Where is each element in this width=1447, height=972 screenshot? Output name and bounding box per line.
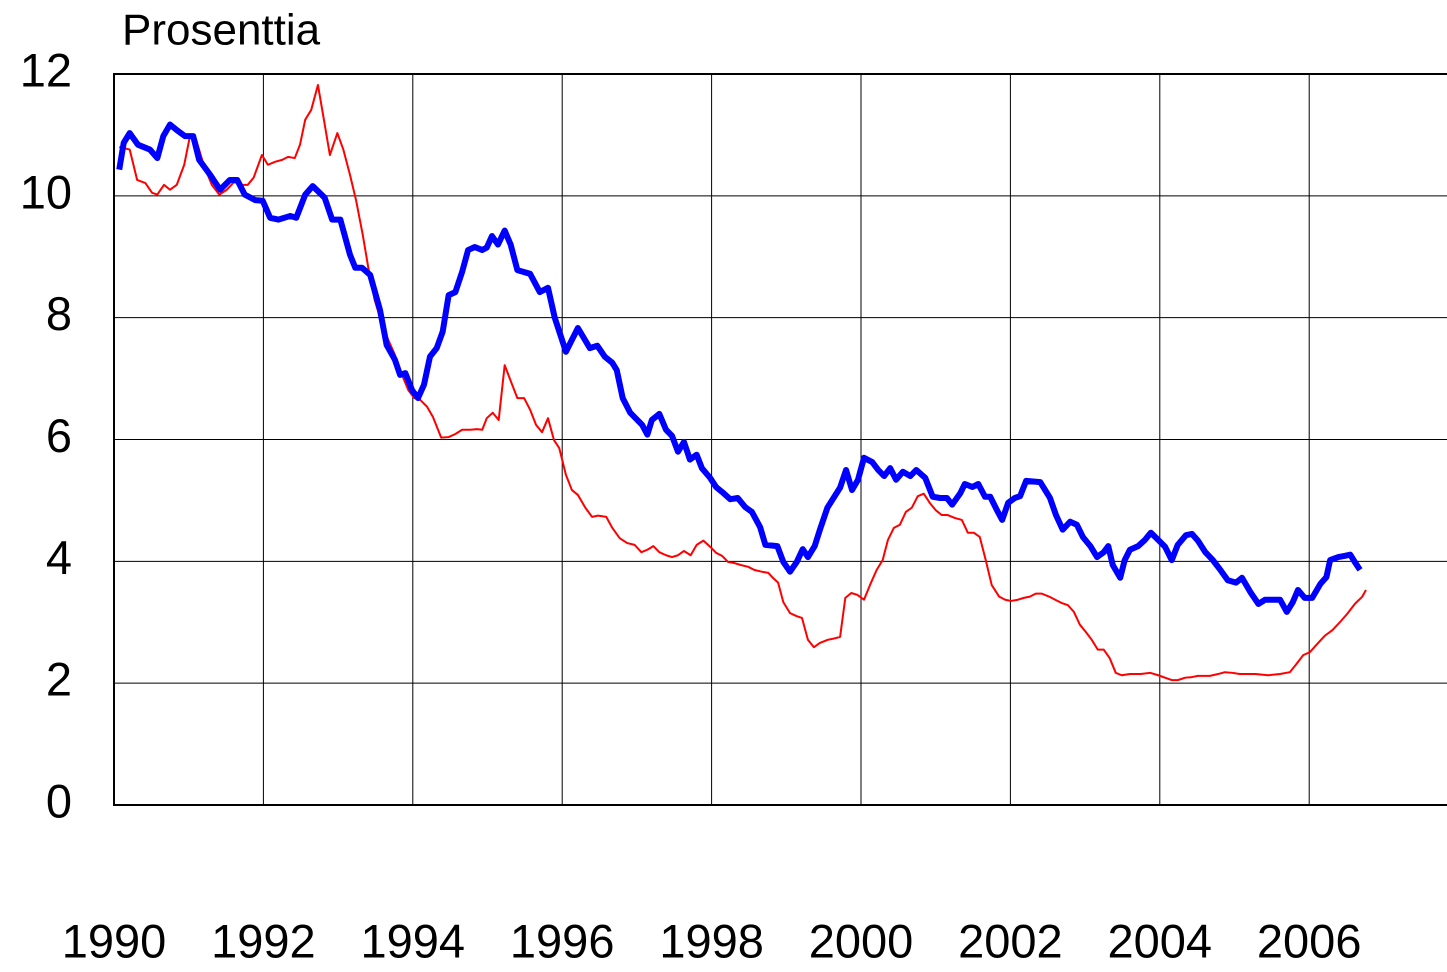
x-tick-label: 1998 [659, 914, 764, 967]
y-tick-label: 0 [46, 774, 72, 827]
x-tick-label: 1994 [361, 914, 466, 967]
y-tick-label: 10 [20, 165, 72, 218]
x-tick-label: 1992 [211, 914, 316, 967]
x-tick-label: 1996 [510, 914, 615, 967]
x-tick-label: 2002 [958, 914, 1063, 967]
y-tick-label: 6 [46, 409, 72, 462]
x-tick-label: 2004 [1108, 914, 1213, 967]
y-tick-label: 8 [46, 287, 72, 340]
x-tick-label: 1990 [62, 914, 167, 967]
line-series [119, 83, 1367, 682]
chart-title: Prosenttia [122, 6, 321, 55]
x-tick-label: 2000 [809, 914, 914, 967]
line-series [116, 121, 1363, 615]
y-tick-label: 4 [46, 531, 72, 584]
y-tick-label: 12 [20, 43, 72, 96]
x-tick-label: 2006 [1257, 914, 1362, 967]
y-tick-label: 2 [46, 653, 72, 706]
